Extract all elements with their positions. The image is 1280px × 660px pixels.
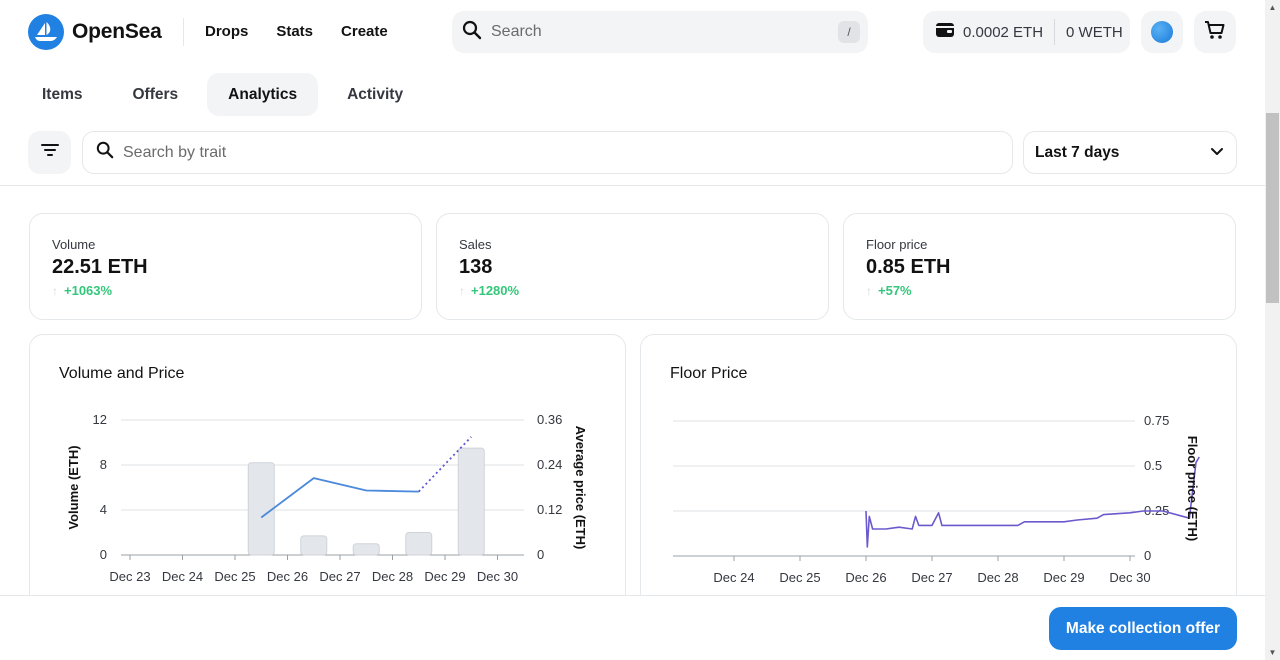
x-tick-label: Dec 30 [477, 569, 518, 584]
x-tick-label: Dec 24 [162, 569, 203, 584]
cart-icon [1204, 19, 1226, 46]
weth-balance: 0 WETH [1066, 23, 1123, 41]
volume-price-chart-card: Volume and Price 0 4 8 12 0 0.12 0.24 0.36 Dec 2… [29, 334, 626, 634]
cart-button[interactable] [1194, 11, 1236, 53]
tab-activity[interactable]: Activity [347, 85, 404, 103]
scroll-up-arrow[interactable]: ▲ [1268, 3, 1277, 12]
scroll-down-arrow[interactable]: ▼ [1268, 648, 1277, 657]
y-tick-label: 0.75 [1144, 413, 1169, 428]
x-tick-label: Dec 30 [1109, 570, 1150, 585]
stat-card-floor-price: Floor price 0.85 ETH ↑ +57% [843, 213, 1236, 320]
stat-label: Sales [459, 237, 492, 252]
volume-bar [300, 535, 328, 556]
y-axis-label: Volume (ETH) [66, 445, 81, 529]
volume-bar [457, 447, 485, 556]
stat-card-volume: Volume 22.51 ETH ↑ +1063% [29, 213, 422, 320]
x-tick-label: Dec 25 [214, 569, 255, 584]
x-tick-label: Dec 29 [424, 569, 465, 584]
time-range-value: Last 7 days [1035, 143, 1120, 161]
stat-value: 0.85 ETH [866, 256, 951, 278]
floor-price-line [865, 456, 1200, 548]
arrow-up-icon: ↑ [459, 283, 465, 298]
avatar [1151, 21, 1173, 43]
x-tick-label: Dec 28 [372, 569, 413, 584]
stat-change: +57% [878, 283, 912, 298]
wallet-icon [935, 22, 955, 42]
filter-toggle-button[interactable] [28, 131, 71, 174]
trait-search-input[interactable]: Search by trait [123, 143, 227, 161]
y-tick-label: 0 [1144, 548, 1151, 563]
make-collection-offer-button[interactable]: Make collection offer [1049, 607, 1237, 650]
collection-tabs: Items Offers Analytics Activity [21, 73, 432, 116]
x-tick-label: Dec 26 [845, 570, 886, 585]
x-tick-label: Dec 24 [713, 570, 754, 585]
search-input[interactable]: Search [491, 23, 542, 40]
y-tick-label: 8 [100, 457, 107, 472]
volume-bar [352, 543, 380, 556]
y-tick-label: 0.5 [1144, 458, 1162, 473]
volume-bar [247, 462, 275, 556]
x-tick-label: Dec 26 [267, 569, 308, 584]
eth-balance: 0.0002 ETH [963, 23, 1044, 41]
nav-create[interactable]: Create [341, 23, 388, 40]
arrow-up-icon: ↑ [866, 283, 872, 298]
trait-search[interactable]: Search by trait [82, 131, 1013, 174]
y-tick-label: 12 [93, 412, 107, 427]
stat-change: +1280% [471, 283, 520, 298]
volume-price-chart: 0 4 8 12 0 0.12 0.24 0.36 Dec 23 Dec 24 Dec 25 Dec … [66, 412, 588, 584]
main-nav: Drops Stats Create [205, 23, 388, 40]
x-tick-label: Dec 28 [977, 570, 1018, 585]
opensea-logo[interactable]: OpenSea [28, 14, 162, 50]
volume-bar [405, 532, 433, 556]
scrollbar-track[interactable] [1265, 0, 1280, 660]
sailboat-icon [28, 14, 64, 50]
stat-label: Floor price [866, 237, 928, 252]
search-icon [96, 141, 114, 164]
y-axis-label: Floor price (ETH) [1185, 436, 1200, 541]
top-header: OpenSea Drops Stats Create Search / 0.00… [0, 0, 1265, 64]
tab-items[interactable]: Items [42, 85, 83, 103]
tab-offers[interactable]: Offers [132, 85, 179, 103]
arrow-up-icon: ↑ [52, 283, 58, 298]
wallet-balance[interactable]: 0.0002 ETH 0 WETH [923, 11, 1130, 53]
header-divider [183, 18, 184, 46]
stat-label: Volume [52, 237, 96, 252]
y-tick-label: 0 [100, 547, 107, 562]
filter-icon [40, 143, 59, 162]
y2-tick-label: 0.24 [537, 457, 562, 472]
y2-tick-label: 0.36 [537, 412, 562, 427]
x-tick-label: Dec 27 [319, 569, 360, 584]
nav-stats[interactable]: Stats [276, 23, 314, 40]
wallet-divider [1054, 19, 1056, 45]
profile-button[interactable] [1141, 11, 1183, 53]
chevron-down-icon [1210, 144, 1224, 162]
search-shortcut-badge: / [838, 21, 860, 43]
time-range-select[interactable]: Last 7 days [1023, 131, 1237, 174]
x-tick-label: Dec 23 [109, 569, 150, 584]
tab-analytics[interactable]: Analytics [207, 73, 319, 116]
y-tick-label: 4 [100, 502, 107, 517]
brand-name: OpenSea [72, 20, 162, 43]
avg-price-line [260, 477, 419, 519]
stat-value: 138 [459, 256, 493, 278]
x-tick-label: Dec 29 [1043, 570, 1084, 585]
chart-title: Floor Price [670, 365, 748, 382]
global-search[interactable]: Search / [452, 11, 868, 53]
section-divider [0, 185, 1265, 186]
x-tick-label: Dec 27 [911, 570, 952, 585]
floor-price-chart-card: Floor Price 0 0.25 0.5 0.75 Dec 24 Dec 25 Dec … [640, 334, 1237, 634]
y2-tick-label: 0 [537, 547, 544, 562]
search-icon [462, 20, 482, 45]
scrollbar-thumb[interactable] [1266, 113, 1279, 303]
stat-change: +1063% [64, 283, 113, 298]
stat-value: 22.51 ETH [52, 256, 148, 278]
y2-axis-label: Average price (ETH) [573, 426, 588, 550]
nav-drops[interactable]: Drops [205, 23, 249, 40]
stat-card-sales: Sales 138 ↑ +1280% [436, 213, 829, 320]
y2-tick-label: 0.12 [537, 502, 562, 517]
x-tick-label: Dec 25 [779, 570, 820, 585]
chart-title: Volume and Price [59, 365, 185, 382]
